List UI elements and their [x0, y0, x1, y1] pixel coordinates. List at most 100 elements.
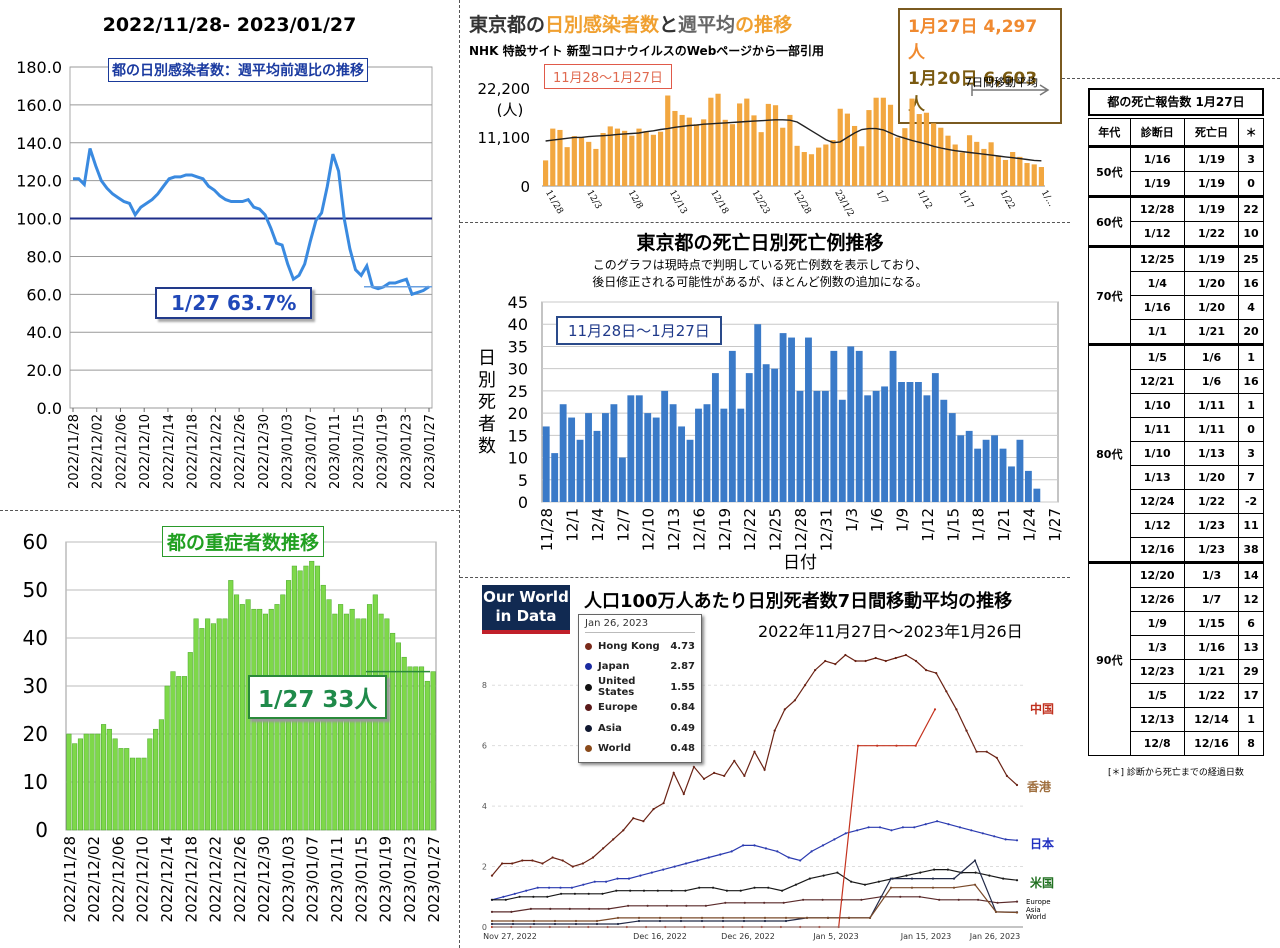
x-tick-label: 2022/12/02 — [85, 836, 103, 922]
series-point — [856, 829, 859, 832]
owid-logo-line1: Our World — [483, 588, 569, 606]
series-point — [945, 690, 948, 693]
table-cell: 12/14 — [1183, 707, 1240, 732]
x-tick-label: 12/1 — [564, 508, 582, 542]
x-tick-label: 2022/12/18 — [186, 414, 201, 489]
series-point — [591, 856, 595, 859]
series-point — [511, 862, 514, 865]
legend-dot-icon — [585, 704, 592, 712]
series-point — [692, 765, 695, 768]
severe-bar — [349, 608, 355, 831]
x-tick-label: 12/13 — [665, 508, 683, 551]
series-point — [933, 868, 936, 871]
owid-tooltip-date: Jan 26, 2023 — [585, 618, 695, 633]
x-tick-label: 2023/01/11 — [328, 414, 343, 489]
legend-dot-icon — [585, 724, 592, 732]
series-point — [616, 916, 620, 919]
table-row: 1/12 1/22 10 — [1089, 221, 1264, 247]
severe-chart-title: 都の重症者数推移 — [162, 526, 325, 557]
x-tick-label: 2022/12/02 — [91, 414, 106, 489]
series-point — [776, 850, 779, 853]
case-bar — [614, 128, 621, 186]
series-point — [490, 919, 494, 923]
series-point — [570, 886, 573, 889]
x-tick-label: 2023/01/15 — [352, 836, 370, 922]
death-bar — [847, 346, 855, 502]
series-point — [935, 672, 938, 675]
table-cell: 1/22 — [1183, 489, 1240, 514]
death-bar — [974, 448, 982, 502]
x-tick-label: 1/21 — [995, 508, 1013, 542]
series-point — [821, 844, 825, 847]
case-bar — [571, 136, 577, 186]
table-cell: 16 — [1238, 369, 1264, 394]
series-point — [502, 895, 505, 898]
series-point — [501, 862, 504, 865]
series-point — [936, 820, 939, 823]
death-bar — [542, 426, 550, 502]
case-bar — [830, 140, 836, 186]
series-point — [673, 865, 676, 868]
series-point — [901, 826, 904, 829]
severe-bar — [141, 757, 147, 831]
table-cell: 1/19 — [1183, 245, 1240, 272]
series-point — [662, 868, 665, 871]
death-bar — [864, 395, 872, 502]
series-point — [810, 850, 813, 853]
series-point — [844, 832, 847, 835]
series-point — [1005, 774, 1009, 777]
severe-bar — [210, 623, 216, 831]
x-tick-label: 1/15 — [944, 508, 962, 542]
series-point — [924, 823, 927, 826]
y-tick-label: 30 — [508, 360, 528, 379]
case-bar — [672, 110, 678, 186]
x-tick-label: 12/16 — [690, 508, 708, 551]
case-bar — [744, 98, 750, 186]
case-bar — [780, 127, 786, 186]
ratio-chart-title: 都の日別感染者数：週平均前週比の推移 — [108, 58, 368, 82]
table-cell: 1/19 — [1183, 171, 1240, 197]
y-tick-label: 60 — [23, 530, 48, 554]
owid-title: 人口100万人あたり日別死者数7日間移動平均の推移 — [584, 591, 1013, 612]
case-bar — [880, 97, 886, 186]
owid-legend-row: Japan 2.87 — [585, 657, 695, 678]
severe-bar — [262, 613, 268, 831]
cases-avg-legend: 7日間移動平均 — [965, 76, 1038, 89]
death-bar — [931, 373, 939, 502]
legend-name: Europe — [598, 702, 638, 714]
x-tick-label: 2023/01/19 — [377, 836, 395, 922]
severe-bar — [193, 618, 199, 831]
series-point — [910, 877, 914, 880]
cases-callout-line1: 1月27日 4,297人 — [908, 17, 1038, 63]
series-point — [642, 820, 645, 823]
death-bar — [805, 337, 812, 502]
x-tick-label: 12/28 — [791, 189, 813, 217]
series-point — [884, 659, 887, 663]
death-bar — [999, 448, 1007, 502]
case-bar — [887, 104, 894, 186]
series-point — [561, 859, 564, 862]
case-bar — [787, 114, 793, 186]
severe-bar — [332, 613, 338, 831]
case-bar — [794, 145, 800, 186]
y-tick-label: 0 — [518, 493, 528, 512]
owid-tooltip: Jan 26, 2023 Hong Kong 4.73 Japan 2.87 Unite… — [578, 614, 702, 763]
series-point — [918, 895, 921, 898]
series-point — [532, 919, 536, 923]
table-row: 1/16 1/20 4 — [1089, 295, 1264, 320]
severe-bar — [419, 666, 425, 831]
x-tick-label: Nov 27, 2022 — [483, 932, 537, 941]
table-cell: 1/10 — [1129, 393, 1185, 418]
x-tick-label: 2022/12/30 — [255, 836, 273, 922]
x-tick-label: 12/28 — [792, 508, 810, 551]
series-point — [707, 856, 710, 859]
x-tick-label: 1/17 — [956, 189, 975, 212]
series-point — [658, 916, 662, 919]
age-group-cell: 60代 — [1088, 195, 1131, 247]
series-point — [490, 898, 494, 901]
table-cell: 20 — [1238, 319, 1264, 345]
table-row: 12/24 1/22 -2 — [1089, 489, 1264, 514]
series-point — [824, 659, 827, 663]
death-bar — [889, 350, 897, 502]
series-point — [895, 744, 898, 747]
